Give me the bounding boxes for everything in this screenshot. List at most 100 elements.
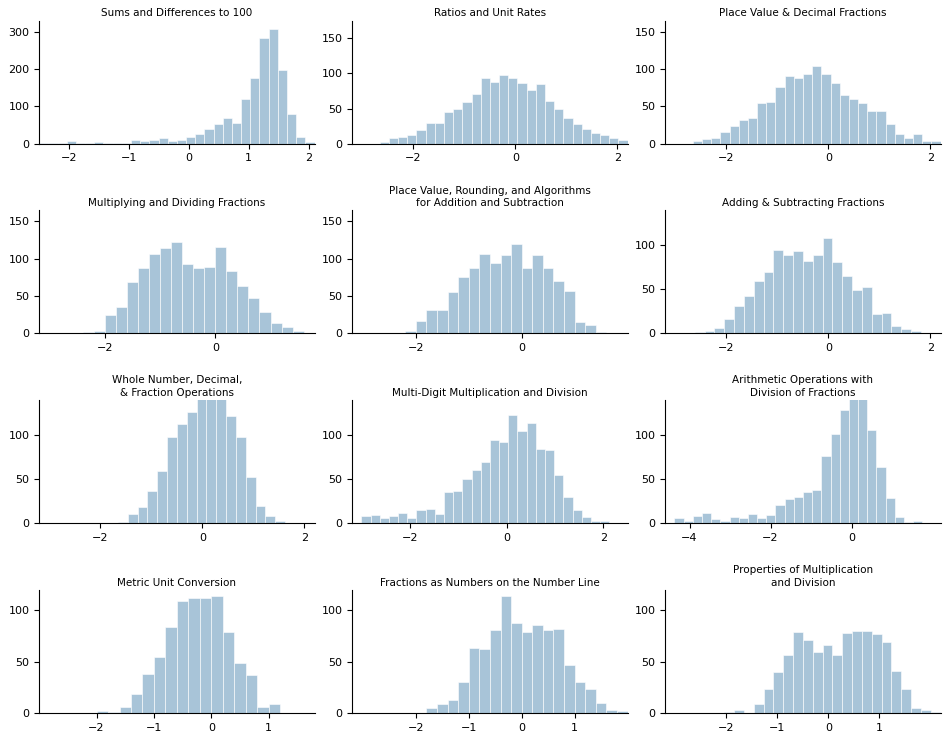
Bar: [371, 515, 380, 523]
Bar: [94, 331, 105, 333]
Bar: [821, 73, 830, 144]
Bar: [275, 521, 285, 523]
Bar: [773, 672, 783, 713]
Bar: [783, 255, 793, 333]
Bar: [204, 129, 214, 144]
Bar: [744, 296, 754, 333]
Bar: [748, 514, 757, 523]
Bar: [407, 518, 417, 523]
Bar: [522, 632, 532, 713]
Title: Properties of Multiplication
and Division: Properties of Multiplication and Divisio…: [733, 565, 873, 588]
Bar: [479, 649, 490, 713]
Bar: [462, 102, 472, 144]
Bar: [182, 264, 194, 333]
Bar: [469, 648, 479, 713]
Bar: [911, 708, 921, 713]
Title: Multi-Digit Multiplication and Division: Multi-Digit Multiplication and Division: [392, 388, 587, 398]
Bar: [177, 424, 187, 523]
Bar: [922, 142, 932, 144]
Bar: [472, 93, 481, 144]
Bar: [783, 656, 793, 713]
Bar: [821, 456, 830, 523]
Bar: [812, 66, 821, 144]
Bar: [764, 272, 773, 333]
Bar: [266, 516, 275, 523]
Bar: [454, 491, 462, 523]
Bar: [858, 378, 867, 523]
Bar: [532, 625, 543, 713]
Bar: [512, 244, 522, 333]
Bar: [458, 682, 469, 713]
Bar: [84, 332, 94, 333]
Bar: [840, 95, 848, 144]
Bar: [306, 142, 314, 144]
Bar: [545, 450, 554, 523]
Bar: [852, 290, 862, 333]
Bar: [417, 130, 426, 144]
Bar: [877, 467, 885, 523]
Bar: [693, 516, 702, 523]
Bar: [490, 263, 500, 333]
Bar: [128, 514, 138, 523]
Bar: [902, 689, 911, 713]
Bar: [246, 675, 257, 713]
Bar: [803, 640, 812, 713]
Bar: [572, 510, 582, 523]
Bar: [564, 291, 575, 333]
Bar: [380, 142, 389, 144]
Bar: [793, 250, 803, 333]
Bar: [490, 630, 500, 713]
Bar: [362, 516, 371, 523]
Bar: [481, 462, 490, 523]
Bar: [609, 138, 619, 144]
Bar: [499, 76, 509, 144]
Bar: [437, 310, 448, 333]
Bar: [499, 442, 509, 523]
Bar: [462, 479, 472, 523]
Bar: [232, 123, 241, 144]
Bar: [724, 712, 735, 713]
Bar: [517, 83, 527, 144]
Bar: [158, 138, 168, 144]
Bar: [165, 627, 177, 713]
Bar: [206, 364, 216, 523]
Bar: [500, 255, 512, 333]
Bar: [877, 111, 885, 144]
Bar: [435, 514, 444, 523]
Bar: [867, 430, 877, 523]
Bar: [754, 281, 764, 333]
Bar: [255, 507, 266, 523]
Bar: [187, 412, 196, 523]
Bar: [108, 712, 120, 713]
Bar: [711, 519, 720, 523]
Bar: [194, 268, 204, 333]
Bar: [823, 238, 832, 333]
Bar: [417, 510, 426, 523]
Bar: [490, 82, 499, 144]
Bar: [812, 652, 823, 713]
Bar: [532, 255, 543, 333]
Bar: [775, 505, 785, 523]
Bar: [117, 308, 127, 333]
Title: Multiplying and Dividing Fractions: Multiplying and Dividing Fractions: [88, 198, 266, 208]
Bar: [212, 596, 223, 713]
Bar: [606, 710, 617, 713]
Bar: [757, 104, 766, 144]
Bar: [793, 496, 803, 523]
Bar: [913, 134, 922, 144]
Bar: [575, 322, 586, 333]
Bar: [695, 332, 704, 333]
Bar: [120, 707, 131, 713]
Bar: [177, 140, 186, 144]
Bar: [823, 645, 832, 713]
Bar: [103, 143, 113, 144]
Title: Place Value & Decimal Fractions: Place Value & Decimal Fractions: [719, 8, 886, 19]
Bar: [389, 138, 399, 144]
Bar: [766, 102, 775, 144]
Bar: [882, 313, 891, 333]
Bar: [904, 138, 913, 144]
Bar: [738, 518, 748, 523]
Bar: [911, 330, 921, 333]
Bar: [715, 328, 724, 333]
Bar: [582, 517, 591, 523]
